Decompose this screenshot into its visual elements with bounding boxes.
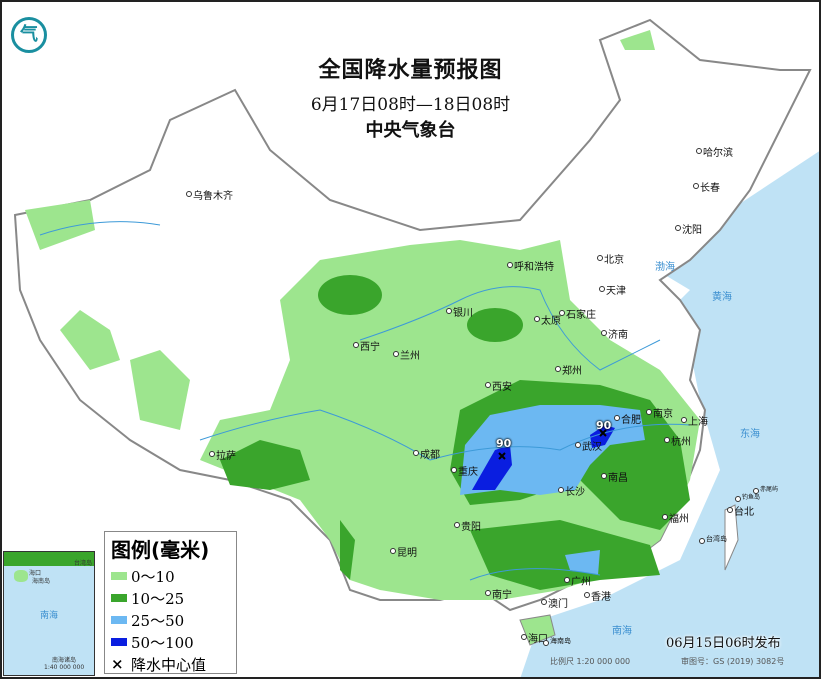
city-label: 海口 [521,630,548,645]
legend-label: 50～100 [131,633,194,652]
city-label: 重庆 [451,463,478,478]
city-label: 石家庄 [559,306,596,321]
city-label: 广州 [564,573,591,588]
city-label: 沈阳 [675,221,702,236]
rivers [39,221,691,581]
city-label: 济南 [601,326,628,341]
city-label: 北京 [597,251,624,266]
legend-label: 25～50 [131,611,185,630]
city-label: 贵阳 [454,518,481,533]
sea-label: 黄海 [712,292,732,303]
legend-swatch [111,594,127,602]
city-label: 哈尔滨 [696,144,733,159]
sea-label: 渤海 [655,262,675,273]
legend-label: 降水中心值 [131,655,207,674]
inset-label: 南海 [40,611,59,621]
legend-title: 图例(毫米) [111,538,210,562]
island-label: 赤尾屿 [752,486,779,494]
city-label: 拉萨 [209,447,236,462]
legend: 图例(毫米) 0～10 10～25 25～50 50～100 × 降水中心值 [104,531,237,674]
inset-scale: 1:40 000 000 [44,664,85,671]
legend-item: 25～50 [111,609,230,631]
city-label: 天津 [599,282,626,297]
cross-icon: × [111,655,124,673]
city-label: 福州 [662,510,689,525]
cma-logo: 气 [11,17,47,53]
forecast-period: 6月17日08时—18日08时 [310,95,511,115]
rain-0-10 [25,30,700,600]
publish-time: 06月15日06时发布 [666,636,781,651]
city-label: 南宁 [485,586,512,601]
south-china-sea-inset: 海口 海南岛 台湾岛 南海 南海诸岛 1:40 000 000 [3,551,95,676]
legend-swatch [111,638,127,646]
rain-center-value: 90 [496,437,512,450]
city-label: 南昌 [601,469,628,484]
city-label: 南京 [646,405,673,420]
city-label: 西安 [485,378,512,393]
island-label: 台湾岛 [699,535,727,544]
inset-label: 南海诸岛 [52,657,77,664]
inset-label: 台湾岛 [74,560,93,567]
city-label: 长沙 [558,483,585,498]
city-label: 长春 [693,179,720,194]
legend-item: × 降水中心值 [111,653,230,675]
city-label: 香港 [584,588,611,603]
review-number: 审图号：GS (2019) 3082号 [681,657,785,666]
city-label: 合肥 [614,411,641,426]
city-label: 郑州 [555,362,582,377]
sea-area [520,150,821,679]
rain-center-value: 90 [596,419,612,432]
city-label: 武汉 [575,438,602,453]
taiwan-island [724,504,739,571]
legend-swatch [111,572,127,580]
city-label: 兰州 [393,347,420,362]
city-label: 乌鲁木齐 [186,187,233,202]
legend-label: 10～25 [131,589,185,608]
map-title: 全国降水量预报图 [318,58,503,83]
city-label: 银川 [446,304,473,319]
sea-label: 东海 [740,429,760,440]
city-label: 台北 [727,503,754,518]
legend-swatch [111,616,127,624]
legend-item: 10～25 [111,587,230,609]
legend-item: 50～100 [111,631,230,653]
legend-item: 0～10 [111,565,230,587]
legend-label: 0～10 [131,567,175,586]
city-label: 成都 [413,446,440,461]
center-marks [498,429,607,460]
city-label: 杭州 [664,433,691,448]
city-label: 上海 [681,413,708,428]
island-label: 钓鱼岛 [734,494,761,502]
city-label: 太原 [534,312,561,327]
island-label: 海南岛 [543,637,571,646]
city-label: 呼和浩特 [507,258,554,273]
inset-label: 海南岛 [32,578,51,585]
city-label: 澳门 [541,595,568,610]
city-label: 昆明 [390,544,417,559]
issuer: 中央气象台 [365,120,456,141]
inset-label: 海口 [29,570,42,577]
map-scale: 比例尺 1:20 000 000 [550,657,631,666]
city-label: 西宁 [353,338,380,353]
sea-label: 南海 [612,626,632,637]
